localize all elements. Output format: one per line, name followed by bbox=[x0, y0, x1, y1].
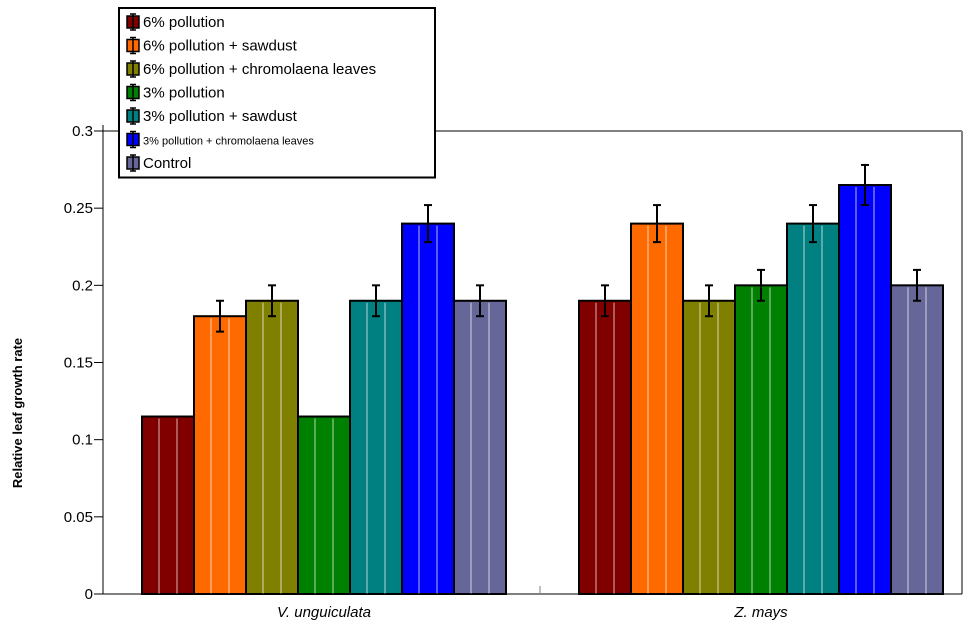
legend-item: 6% pollution + sawdust bbox=[126, 36, 298, 55]
bar bbox=[141, 415, 195, 595]
bar-fill bbox=[401, 222, 455, 595]
bar bbox=[682, 299, 736, 595]
y-axis: 0 0.05 0.1 0.15 0.2 0.25 0.3 bbox=[64, 123, 104, 603]
bar-fill bbox=[297, 415, 351, 595]
bar-fill bbox=[245, 299, 299, 595]
legend-label: 3% pollution + chromolaena leaves bbox=[143, 136, 314, 148]
error-bar bbox=[476, 284, 484, 318]
error-bar bbox=[809, 204, 817, 244]
bar bbox=[245, 299, 299, 595]
bar-fill bbox=[786, 222, 840, 595]
bar bbox=[349, 299, 403, 595]
legend-label: Control bbox=[143, 155, 191, 172]
legend-item: Control bbox=[126, 154, 191, 172]
error-bar bbox=[861, 163, 869, 207]
error-bar bbox=[372, 284, 380, 318]
y-tick-label: 0.15 bbox=[64, 355, 93, 372]
bar-fill bbox=[453, 299, 507, 595]
error-bar bbox=[216, 299, 224, 333]
legend-box bbox=[118, 7, 436, 179]
error-bar bbox=[757, 268, 765, 302]
error-bar bbox=[913, 268, 921, 302]
bar bbox=[297, 415, 351, 595]
error-bar bbox=[268, 284, 276, 318]
bars bbox=[141, 184, 944, 595]
error-bar bbox=[705, 284, 713, 318]
bar bbox=[401, 222, 455, 595]
bar bbox=[193, 315, 247, 595]
y-axis-title: Relative leaf growth rate bbox=[10, 338, 25, 488]
bar-fill bbox=[630, 222, 684, 595]
y-tick-label: 0.1 bbox=[72, 432, 93, 449]
legend-label: 6% pollution bbox=[143, 14, 225, 31]
legend-label: 3% pollution bbox=[143, 85, 225, 102]
bar bbox=[453, 299, 507, 595]
y-tick-label: 0.2 bbox=[72, 277, 93, 294]
legend-item: 3% pollution + sawdust bbox=[126, 107, 298, 125]
bar-fill bbox=[734, 284, 788, 595]
bar-fill bbox=[682, 299, 736, 595]
y-tick-label: 0 bbox=[85, 586, 93, 603]
bar-fill bbox=[890, 284, 944, 595]
error-bar bbox=[601, 284, 609, 318]
legend-item: 6% pollution bbox=[126, 13, 225, 31]
legend-item: 3% pollution bbox=[126, 83, 225, 102]
x-category-label: Z. mays bbox=[733, 604, 788, 621]
legend: 6% pollution 6% pollution + sawdust 6% pol… bbox=[118, 7, 436, 179]
error-bar bbox=[653, 204, 661, 244]
bar-fill bbox=[838, 184, 892, 595]
bar bbox=[734, 284, 788, 595]
bar-fill bbox=[578, 299, 632, 595]
x-axis: V. unguiculata Z. mays bbox=[103, 586, 962, 621]
legend-item: 3% pollution + chromolaena leaves bbox=[126, 130, 314, 149]
legend-item: 6% pollution + chromolaena leaves bbox=[126, 60, 376, 78]
bar bbox=[838, 184, 892, 595]
legend-label: 6% pollution + sawdust bbox=[143, 38, 298, 55]
bar-fill bbox=[193, 315, 247, 595]
bar-fill bbox=[141, 415, 195, 595]
y-tick-label: 0.05 bbox=[64, 509, 93, 526]
y-tick-label: 0.3 bbox=[72, 123, 93, 140]
legend-label: 6% pollution + chromolaena leaves bbox=[143, 61, 376, 78]
y-tick-label: 0.25 bbox=[64, 200, 93, 217]
bar-fill bbox=[349, 299, 403, 595]
bar bbox=[890, 284, 944, 595]
error-bar bbox=[424, 204, 432, 244]
error-bars bbox=[216, 163, 921, 333]
x-category-label: V. unguiculata bbox=[277, 604, 371, 621]
bar bbox=[630, 222, 684, 595]
bar bbox=[786, 222, 840, 595]
legend-label: 3% pollution + sawdust bbox=[143, 108, 298, 125]
bar bbox=[578, 299, 632, 595]
